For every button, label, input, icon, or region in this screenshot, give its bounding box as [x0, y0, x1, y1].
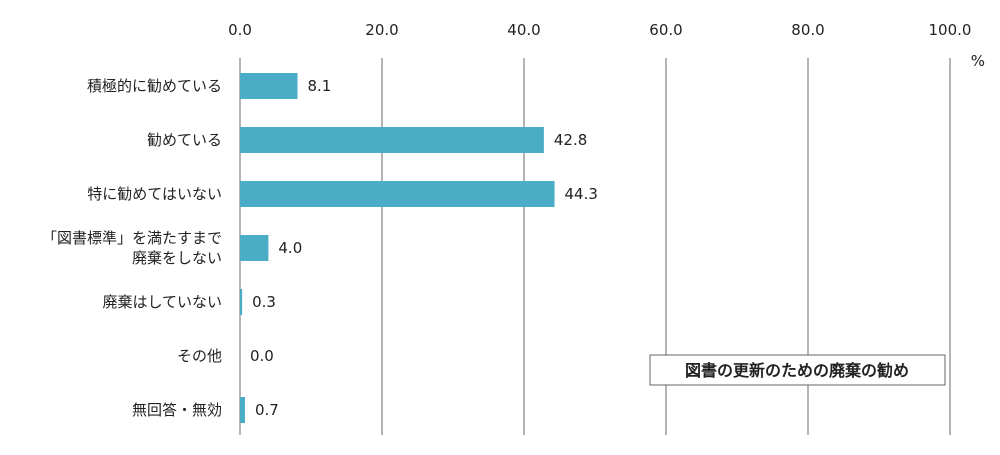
value-label: 0.0 — [250, 347, 274, 365]
category-label: 無回答・無効 — [132, 401, 222, 419]
x-tick-label: 40.0 — [507, 21, 540, 39]
category-label: 廃棄はしていない — [102, 293, 222, 311]
x-tick-label: 100.0 — [929, 21, 972, 39]
category-label: 「図書標準」を満たすまで — [42, 229, 222, 247]
bars — [240, 73, 555, 423]
bar — [240, 127, 544, 153]
category-labels: 積極的に勧めている勧めている特に勧めてはいない「図書標準」を満たすまで廃棄をしな… — [42, 77, 222, 419]
x-tick-label: 80.0 — [791, 21, 824, 39]
bar — [240, 73, 298, 99]
category-label: 特に勧めてはいない — [87, 185, 222, 203]
category-label: 勧めている — [147, 131, 222, 149]
category-label: その他 — [177, 347, 222, 365]
category-label: 積極的に勧めている — [87, 77, 222, 95]
category-label: 廃棄をしない — [132, 249, 222, 267]
value-labels: 8.1 42.8 44.3 4.0 0.3 0.0 0.7 — [250, 77, 598, 419]
chart-title-border — [649, 354, 946, 386]
value-label: 42.8 — [554, 131, 587, 149]
chart-title: 図書の更新のための廃棄の勧め — [685, 361, 909, 380]
bar — [240, 235, 269, 261]
value-label: 44.3 — [565, 185, 598, 203]
chart-title-box: 図書の更新のための廃棄の勧め — [649, 354, 946, 386]
bar — [240, 181, 555, 207]
grid-lines — [239, 58, 951, 435]
x-tick-label: 60.0 — [649, 21, 682, 39]
x-tick-label: 20.0 — [365, 21, 398, 39]
value-label: 0.7 — [255, 401, 279, 419]
unit-label: % — [971, 52, 985, 70]
bar — [240, 397, 245, 423]
value-label: 8.1 — [308, 77, 332, 95]
value-label: 0.3 — [252, 293, 276, 311]
bar — [240, 289, 243, 315]
x-axis-ticks: 0.0 20.0 40.0 60.0 80.0 100.0 — [228, 21, 971, 39]
x-tick-label: 0.0 — [228, 21, 252, 39]
value-label: 4.0 — [278, 239, 302, 257]
